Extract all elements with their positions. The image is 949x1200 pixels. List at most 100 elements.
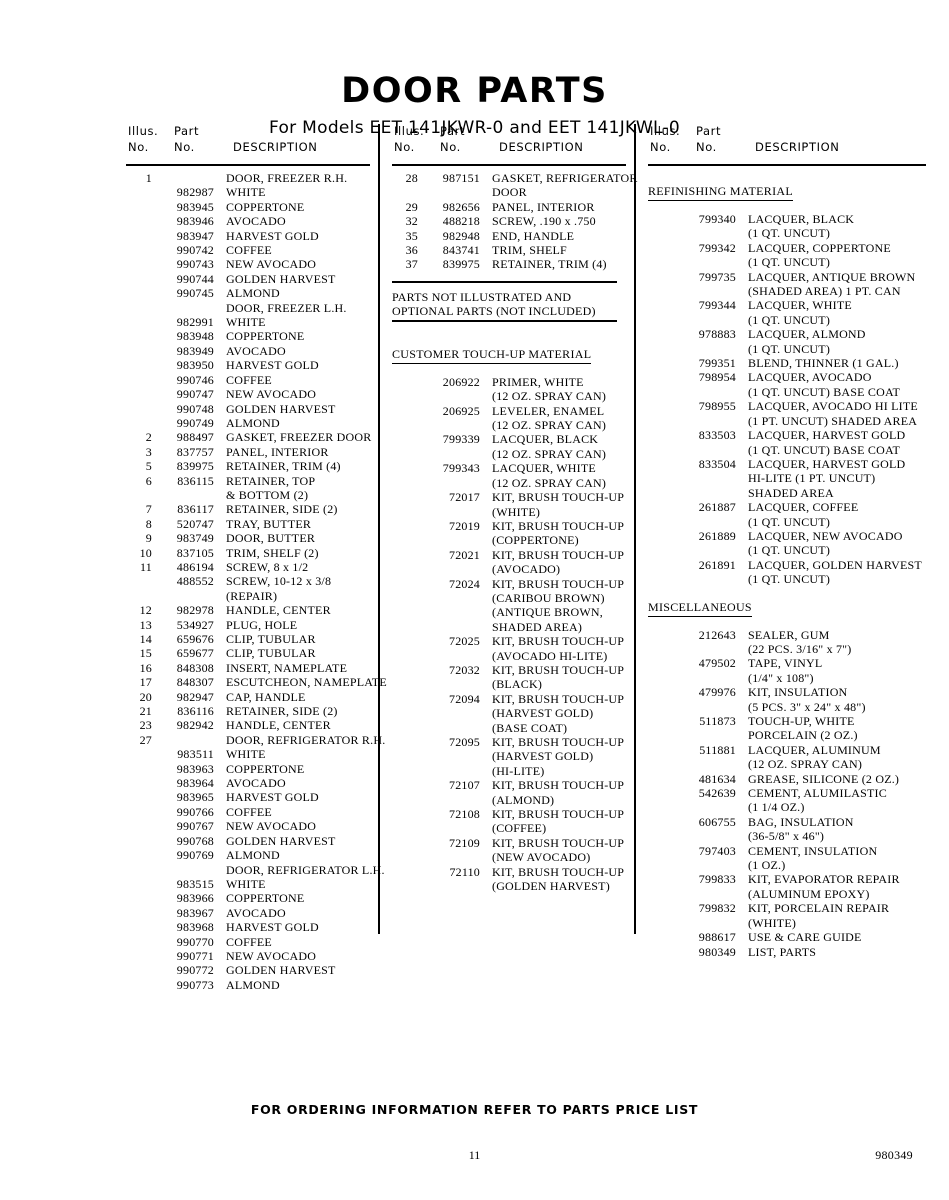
illus-number (392, 562, 418, 576)
table-row: DOOR, FREEZER L.H. (126, 301, 370, 315)
part-description: KIT, BRUSH TOUCH-UP (492, 576, 625, 591)
part-number (152, 733, 216, 747)
table-row: 798954 LACQUER, AVOCADO (648, 370, 926, 384)
table-row: 212643 SEALER, GUM (648, 628, 926, 642)
illus-number (392, 663, 418, 677)
part-number: 987151 (442, 171, 480, 185)
part-description: CEMENT, INSULATION (748, 843, 878, 858)
illus-number: 27 (139, 732, 152, 747)
part-description: LACQUER, NEW AVOCADO (748, 528, 903, 543)
part-number: 983949 (176, 343, 214, 358)
part-description: KIT, BRUSH TOUCH-UP (492, 735, 625, 749)
illus-number (648, 457, 674, 471)
part-description: HANDLE, CENTER (226, 718, 331, 733)
part-number: 261889 (698, 528, 736, 543)
illus-number (126, 589, 152, 603)
illus-number (126, 805, 152, 819)
table-row: (1 PT. UNCUT) SHADED AREA (648, 414, 926, 428)
part-number: 799344 (698, 298, 736, 313)
part-number (674, 284, 738, 298)
table-row: 12 982978 HANDLE, CENTER (126, 603, 370, 617)
table-row: 606755 BAG, INSULATION (648, 815, 926, 829)
table-row: 27 DOOR, REFRIGERATOR R.H. (126, 732, 386, 747)
illus-number (648, 342, 674, 356)
illus-number (392, 476, 418, 490)
illus-number (648, 515, 674, 529)
part-number: 488552 (176, 574, 214, 589)
table-row: 72021 KIT, BRUSH TOUCH-UP (392, 548, 626, 562)
part-number (674, 800, 738, 814)
table-row: 206925 LEVELER, ENAMEL (392, 404, 626, 418)
part-number: 983963 (176, 761, 214, 776)
table-row: 481634 GREASE, SILICONE (2 OZ.) (648, 772, 926, 786)
illus-number: 32 (405, 214, 418, 229)
part-description: KIT, BRUSH TOUCH-UP (492, 634, 625, 649)
part-description: (AVOCADO) (492, 562, 561, 577)
part-description: (1 QT. UNCUT) (748, 543, 831, 558)
table-row: 983963 COPPERTONE (126, 762, 370, 776)
table-row: 983515 WHITE (126, 877, 370, 891)
part-number (418, 677, 482, 691)
illus-number (392, 605, 418, 619)
illus-number (126, 574, 152, 588)
part-number: 799832 (698, 901, 736, 916)
illus-number (126, 935, 152, 949)
part-number: 983947 (176, 228, 214, 243)
part-number: 990747 (176, 387, 214, 402)
illus-number (392, 591, 418, 605)
illus-number (392, 807, 418, 821)
illus-number (392, 447, 418, 461)
illus-number (648, 829, 674, 843)
part-number: 542639 (698, 786, 736, 801)
part-description: AVOCADO (226, 214, 286, 229)
parts-rows: 799340 LACQUER, BLACK (1 QT. UNCUT) 799342 L… (648, 212, 926, 587)
illus-number (126, 329, 152, 343)
table-row: 23 982942 HANDLE, CENTER (126, 718, 370, 732)
part-number: 481634 (698, 771, 736, 786)
table-row: (HI-LITE) (392, 764, 626, 778)
part-description: (1 QT. UNCUT) (748, 341, 831, 356)
table-row: (1 QT. UNCUT) (648, 515, 926, 529)
header-part-no: No. (174, 140, 195, 154)
illus-number (648, 270, 674, 284)
part-description: AVOCADO (226, 905, 286, 920)
table-row: 11 486194 SCREW, 8 x 1/2 (126, 560, 370, 574)
table-row: 72024 KIT, BRUSH TOUCH-UP (392, 577, 626, 591)
illus-number: 14 (139, 632, 152, 646)
part-description: KIT, EVAPORATOR REPAIR (748, 872, 900, 887)
table-row: (1/4" x 108") (648, 671, 926, 685)
part-number: 839975 (176, 459, 214, 474)
part-description: TRAY, BUTTER (226, 516, 312, 531)
page-title: DOOR PARTS (341, 71, 608, 111)
model-subtitle: For Models EET 141JKWR-0 and EET 141JKWL… (268, 118, 681, 138)
section-note-line: PARTS NOT ILLUSTRATED AND (392, 289, 572, 304)
table-row: 990769 ALMOND (126, 848, 370, 862)
part-description: PANEL, INTERIOR (226, 444, 329, 459)
table-row: 511873 TOUCH-UP, WHITE (648, 714, 926, 728)
spacer (648, 587, 926, 598)
part-number: 799340 (698, 212, 736, 226)
part-number: 990768 (176, 833, 214, 848)
table-row: (AVOCADO HI-LITE) (392, 649, 626, 663)
illus-number (392, 505, 418, 519)
part-number: 799833 (698, 872, 736, 887)
table-row: 990768 GOLDEN HARVEST (126, 834, 370, 848)
part-description: DOOR, FREEZER L.H. (226, 300, 347, 315)
illus-number (648, 945, 674, 959)
illus-number (648, 356, 674, 370)
table-row: 14 659676 CLIP, TUBULAR (126, 632, 370, 646)
table-row: (1 QT. UNCUT) (648, 226, 926, 240)
illus-number (648, 743, 674, 757)
header-description: DESCRIPTION (755, 140, 840, 154)
table-row: 6 836115 RETAINER, TOP (126, 474, 370, 488)
table-row: 72094 KIT, BRUSH TOUCH-UP (392, 692, 626, 706)
part-description: (1 QT. UNCUT) (748, 226, 831, 241)
illus-number (648, 471, 674, 485)
part-number: 511873 (699, 714, 736, 728)
part-description: (36-5/8" x 46") (748, 829, 825, 844)
illus-number (648, 800, 674, 814)
part-description: DOOR (492, 185, 527, 200)
illus-number: 12 (139, 603, 152, 618)
part-number: 799351 (698, 356, 736, 371)
header-rule (392, 164, 626, 166)
